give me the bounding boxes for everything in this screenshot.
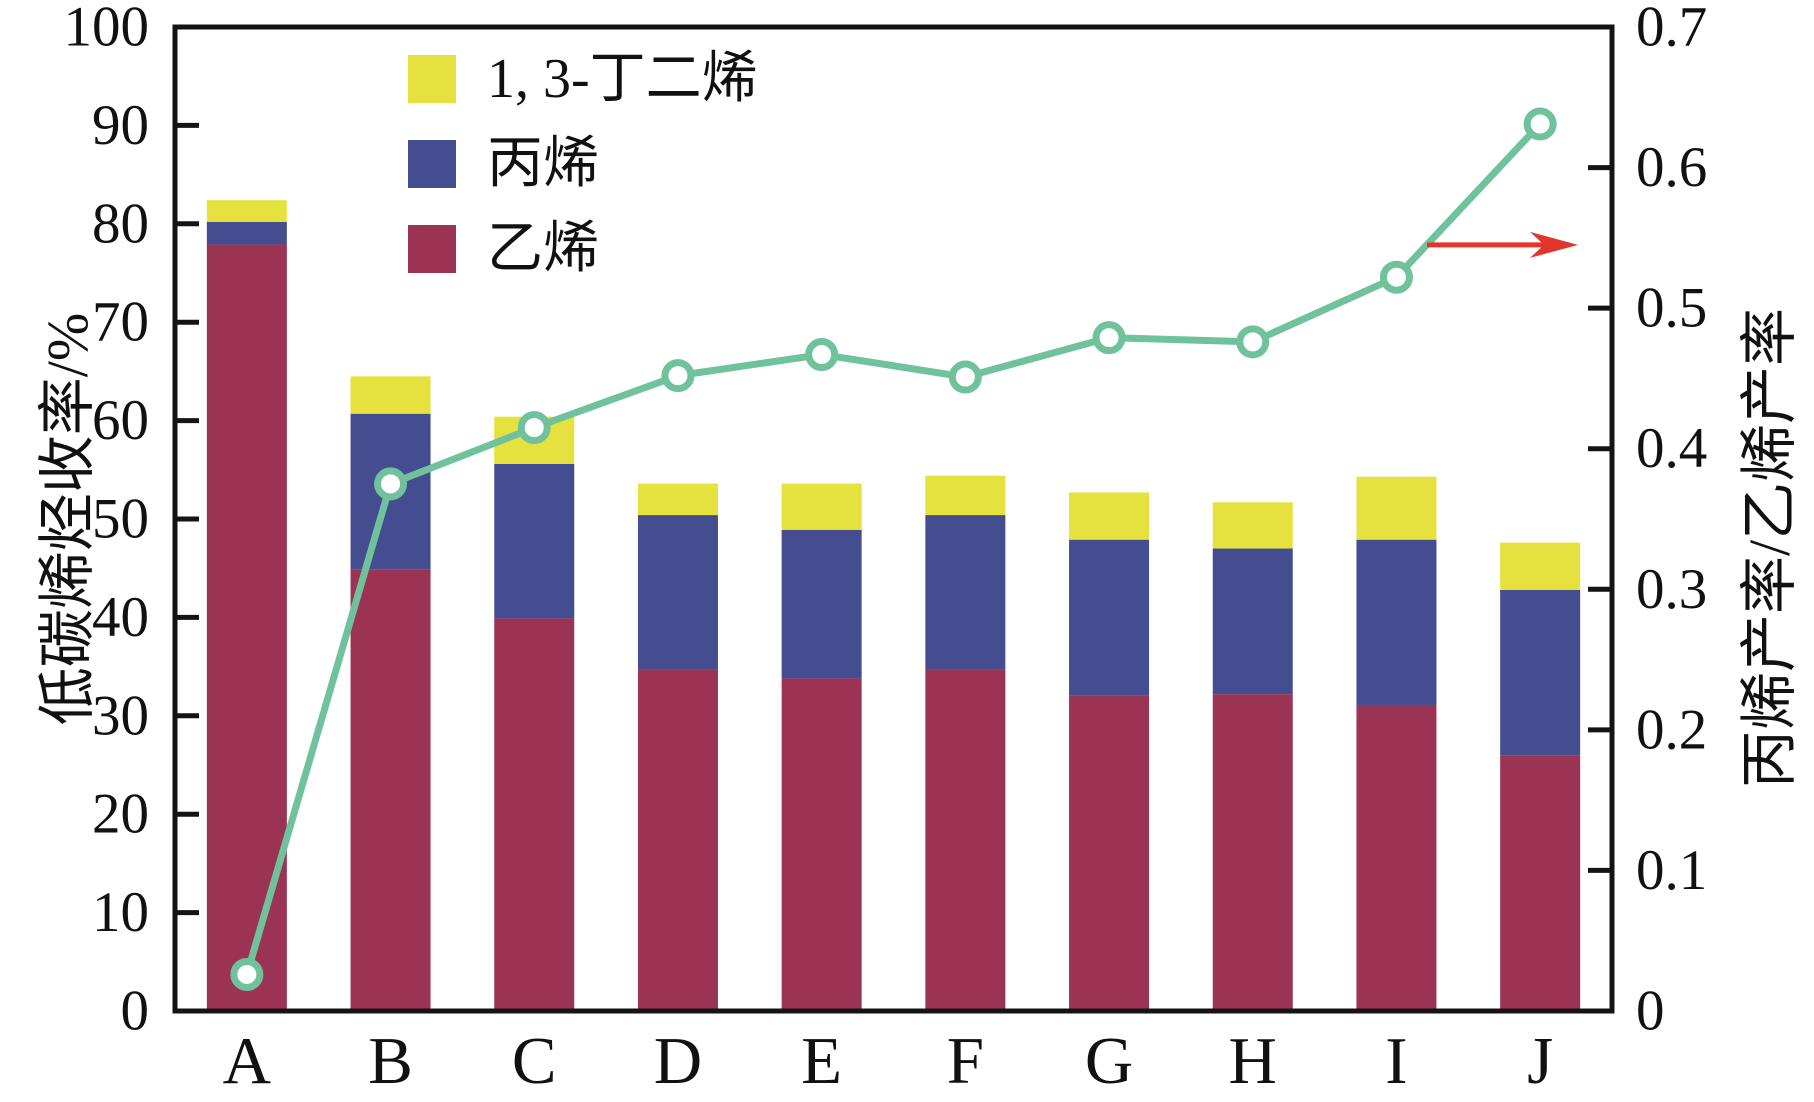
bar-segment-propylene-D: [637, 515, 718, 670]
bar-segment-ethylene-C: [494, 618, 575, 1011]
category-label-C: C: [512, 1024, 557, 1098]
right-tick-label-0.6: 0.6: [1636, 136, 1707, 199]
bar-segment-propylene-E: [781, 529, 862, 679]
category-label-A: A: [223, 1024, 271, 1098]
right-tick-label-0.3: 0.3: [1636, 558, 1707, 621]
category-label-E: E: [801, 1024, 842, 1098]
bar-segment-propylene-I: [1356, 539, 1437, 705]
right-tick-label-0.4: 0.4: [1636, 417, 1707, 480]
legend-item-1: 丙烯: [408, 136, 758, 192]
left-tick-label-100: 100: [64, 0, 150, 59]
bar-segment-butadiene-I: [1356, 476, 1437, 540]
bar-segment-ethylene-G: [1069, 695, 1150, 1011]
left-tick-label-50: 50: [92, 488, 149, 551]
legend-swatch-0: [408, 55, 456, 103]
bar-segment-butadiene-F: [925, 475, 1006, 516]
bar-segment-propylene-A: [206, 221, 287, 245]
bar-segment-butadiene-J: [1500, 542, 1581, 590]
right-tick-label-0.1: 0.1: [1636, 839, 1707, 902]
line-marker-I: [1379, 260, 1413, 294]
bar-segment-ethylene-B: [350, 569, 431, 1011]
category-label-F: F: [947, 1024, 984, 1098]
right-tick-label-0.5: 0.5: [1636, 277, 1707, 340]
right-axis-title: 丙烯产率/乙烯产率: [1737, 307, 1802, 789]
legend-label-1: 丙烯: [487, 133, 599, 195]
left-tick-label-0: 0: [121, 980, 150, 1043]
category-label-D: D: [654, 1024, 702, 1098]
legend-label-0: 1, 3-丁二烯: [487, 48, 758, 110]
line-marker-C: [517, 411, 551, 445]
left-tick-label-70: 70: [92, 291, 149, 354]
left-tick-label-10: 10: [92, 881, 149, 944]
bar-segment-ethylene-A: [206, 244, 287, 1012]
line-marker-J: [1523, 107, 1557, 141]
legend-swatch-1: [408, 140, 456, 188]
legend-item-2: 乙烯: [408, 221, 758, 277]
left-tick-label-60: 60: [92, 389, 149, 452]
right-tick-label-0.2: 0.2: [1636, 698, 1707, 761]
bar-segment-ethylene-F: [925, 669, 1006, 1011]
line-marker-F: [948, 360, 982, 394]
right-axis-arrow-head: [1530, 231, 1578, 258]
bar-segment-propylene-J: [1500, 589, 1581, 756]
category-label-B: B: [368, 1024, 413, 1098]
bar-segment-propylene-H: [1212, 548, 1293, 695]
line-marker-B: [374, 467, 408, 501]
category-label-G: G: [1085, 1024, 1133, 1098]
left-axis-title: 低碳烯烃收率/%: [35, 312, 100, 726]
legend-label-2: 乙烯: [487, 218, 599, 280]
bar-segment-ethylene-J: [1500, 755, 1581, 1011]
left-tick-label-80: 80: [92, 192, 149, 255]
bar-segment-propylene-G: [1069, 539, 1150, 696]
bar-segment-ethylene-I: [1356, 704, 1437, 1011]
ratio-line: [243, 120, 1544, 978]
left-tick-label-30: 30: [92, 684, 149, 747]
right-tick-label-0: 0: [1636, 980, 1665, 1043]
bar-segment-butadiene-A: [206, 200, 287, 222]
category-label-J: J: [1527, 1024, 1553, 1098]
category-label-I: I: [1385, 1024, 1407, 1098]
left-tick-label-40: 40: [92, 586, 149, 649]
bar-segment-ethylene-D: [637, 669, 718, 1011]
line-marker-G: [1092, 321, 1126, 355]
line-marker-H: [1236, 325, 1270, 359]
bar-segment-ethylene-H: [1212, 694, 1293, 1011]
bar-segment-ethylene-E: [781, 678, 862, 1011]
bar-segment-butadiene-D: [637, 483, 718, 516]
bar-segment-propylene-C: [494, 463, 575, 619]
line-marker-E: [805, 338, 839, 372]
legend-item-0: 1, 3-丁二烯: [408, 51, 758, 107]
bar-segment-propylene-F: [925, 515, 1006, 670]
legend: 1, 3-丁二烯 丙烯乙烯: [408, 51, 758, 310]
left-tick-label-20: 20: [92, 783, 149, 846]
legend-swatch-2: [408, 225, 456, 273]
bar-segment-butadiene-E: [781, 483, 862, 530]
bar-segment-butadiene-H: [1212, 502, 1293, 549]
left-tick-label-90: 90: [92, 94, 149, 157]
bar-segment-butadiene-G: [1069, 492, 1150, 540]
category-label-H: H: [1229, 1024, 1277, 1098]
right-tick-label-0.7: 0.7: [1636, 0, 1707, 59]
line-marker-A: [230, 957, 264, 991]
line-marker-D: [661, 359, 695, 393]
bar-segment-butadiene-B: [350, 376, 431, 414]
